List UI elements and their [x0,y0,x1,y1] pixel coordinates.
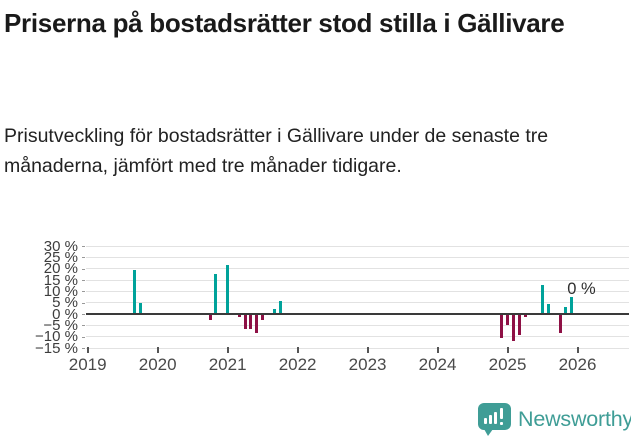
negative-bar [255,314,259,333]
positive-bar [564,306,568,314]
y-axis-label: −5 % [43,316,78,334]
x-axis-year-label: 2020 [138,355,177,374]
x-axis-year-label: 2022 [278,355,317,374]
positive-bar [226,265,230,314]
x-axis-tick [506,347,509,353]
newsworthy-wordmark: Newsworthy [518,407,631,431]
y-axis-tick [82,336,85,338]
x-axis-tick [226,347,229,353]
logo-exclamation-icon [499,408,503,419]
y-gridline [86,347,629,349]
x-axis-year-label: 2021 [208,355,247,374]
logo-exclamation-dot [499,421,503,425]
positive-bar [272,309,276,314]
y-axis-label: 20 % [43,260,78,278]
x-axis-tick [366,347,369,353]
y-axis-tick [82,325,85,327]
newsworthy-logo[interactable]: Newsworthy [477,402,631,436]
x-axis-year-label: 2019 [68,355,107,374]
y-axis-label: 30 % [43,237,78,255]
logo-chart-bar [484,418,487,424]
y-axis-label: −10 % [35,328,78,346]
y-axis-label: 25 % [43,248,78,266]
negative-bar [261,314,265,320]
x-axis-tick [436,347,439,353]
zero-baseline [86,312,629,316]
y-axis-tick [82,302,85,304]
y-gridline [86,290,629,292]
y-gridline [86,256,629,258]
logo-speech-tail [484,429,493,436]
y-gridline [86,336,629,338]
negative-bar [243,314,247,330]
y-gridline [86,324,629,326]
y-axis-label: 15 % [43,271,78,289]
x-axis-year-label: 2026 [558,355,597,374]
negative-bar [237,314,241,318]
y-axis-label: 0 % [52,305,78,323]
logo-chart-bar [494,412,497,424]
y-axis-tick [82,280,85,281]
x-axis-year-label: 2025 [488,355,527,374]
positive-bar [138,302,142,314]
x-axis-tick [156,347,159,353]
y-gridline [86,268,629,270]
positive-bar [132,269,136,314]
y-gridline [86,245,629,247]
y-axis-tick [82,268,85,270]
negative-bar [249,314,253,330]
y-axis-tick [82,348,85,349]
negative-bar [558,314,562,333]
y-axis-label: 10 % [43,282,78,300]
negative-bar [511,314,515,341]
y-axis-tick [82,314,85,315]
newsworthy-logo-icon [478,403,511,430]
positive-bar [278,301,282,314]
x-axis-year-label: 2023 [348,355,387,374]
x-axis-tick [296,347,299,353]
x-axis-year-label: 2024 [418,355,457,374]
positive-bar [546,303,550,314]
y-axis-label: −15 % [35,339,78,357]
y-axis-label: 5 % [52,294,78,312]
positive-bar [541,285,545,314]
y-gridline [86,302,629,304]
y-gridline [86,279,629,281]
latest-value-label: 0 % [567,280,596,298]
negative-bar [517,314,521,336]
negative-bar [208,314,212,320]
negative-bar [523,314,527,317]
y-axis-tick [82,246,85,247]
logo-chart-bar [489,415,492,424]
chart-title: Priserna på bostadsrätter stod stilla i … [4,8,565,38]
positive-bar [214,274,218,314]
x-axis-tick [576,347,579,353]
negative-bar [506,314,510,326]
negative-bar [500,314,504,339]
y-axis-tick [82,291,85,293]
chart-subtitle: Prisutveckling för bostadsrätter i Gälli… [4,125,549,177]
x-axis-tick [86,347,89,353]
positive-bar [570,297,574,314]
y-axis-tick [82,257,85,259]
